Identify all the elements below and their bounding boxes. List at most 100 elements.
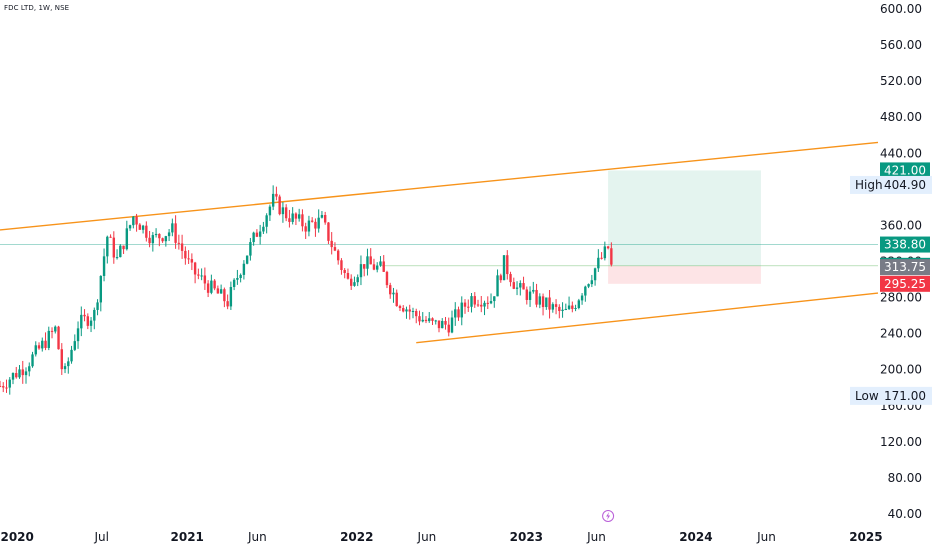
candle-body	[567, 305, 571, 309]
candle-body	[37, 345, 41, 349]
candle-body	[561, 309, 564, 312]
candle-body	[184, 250, 187, 259]
candle-body	[89, 320, 93, 326]
candle-body	[434, 320, 437, 322]
y-tick-label: 600.00	[880, 2, 922, 16]
candle-body	[421, 319, 424, 322]
candle-body	[31, 354, 34, 367]
candle-body	[206, 283, 210, 293]
candle-body	[187, 258, 190, 260]
candle-body	[457, 309, 460, 318]
candle-body	[252, 232, 255, 243]
high-label-box	[850, 175, 932, 194]
candle-body	[226, 301, 229, 307]
high-label-text: High	[855, 178, 883, 192]
y-tick-label: 200.00	[880, 363, 922, 377]
candle-body	[441, 320, 444, 329]
candle-body	[558, 306, 561, 312]
candle-body	[102, 256, 106, 276]
candle-body	[463, 302, 467, 307]
candle-body	[76, 328, 80, 342]
symbol-title: FDC LTD, 1W, NSE	[4, 4, 69, 12]
candle-body	[522, 283, 525, 290]
candle-body	[450, 317, 454, 333]
candle-body	[418, 316, 421, 322]
price-badge-label: 338.80	[884, 238, 926, 252]
candle-body	[590, 280, 594, 285]
candle-body	[402, 308, 405, 312]
candle-body	[515, 287, 519, 289]
candle-body	[405, 309, 408, 312]
candle-body	[350, 278, 353, 286]
candle-body	[0, 385, 2, 387]
candle-body	[239, 274, 242, 278]
candle-body	[340, 260, 343, 271]
candle-body	[24, 371, 28, 376]
candle-body	[41, 340, 44, 349]
candle-body	[249, 242, 252, 256]
candle-body	[330, 240, 333, 248]
candle-body	[141, 225, 145, 230]
candle-body	[262, 226, 265, 232]
candle-body	[291, 213, 294, 222]
candle-body	[138, 224, 142, 230]
candle-body	[288, 218, 291, 222]
candle-body	[327, 222, 330, 241]
candle-body	[564, 308, 568, 310]
y-tick-label: 80.00	[888, 471, 922, 485]
candle-body	[200, 275, 203, 277]
candle-body	[80, 314, 83, 329]
candle-body	[83, 314, 86, 317]
x-tick-label: 2021	[171, 530, 204, 544]
candle-body	[232, 279, 236, 287]
candle-body	[489, 301, 493, 304]
candle-body	[115, 257, 119, 259]
candle-body	[363, 264, 366, 269]
candle-body	[333, 247, 337, 251]
candle-body	[535, 289, 538, 305]
candle-body	[135, 216, 138, 225]
candle-body	[190, 259, 194, 263]
x-tick-label: 2022	[340, 530, 373, 544]
candle-body	[554, 304, 558, 307]
candle-body	[2, 386, 5, 388]
candle-body	[431, 318, 434, 321]
candle-body	[574, 308, 577, 310]
candle-body	[473, 296, 476, 305]
candle-body	[11, 373, 15, 380]
candle-body	[122, 245, 125, 250]
candle-body	[275, 193, 278, 197]
candle-body	[119, 245, 122, 258]
x-tick-label: 2024	[679, 530, 712, 544]
candle-body	[496, 275, 499, 297]
candle-body	[470, 296, 473, 307]
channel-lower-line	[416, 292, 879, 344]
candle-body	[437, 320, 441, 329]
price-badge	[880, 236, 930, 253]
candle-body	[597, 257, 600, 269]
symbol-exchange: NSE	[54, 4, 70, 12]
candle-body	[366, 256, 369, 269]
candle-body	[603, 246, 607, 259]
candle-body	[281, 207, 285, 215]
candle-body	[44, 340, 47, 348]
candle-body	[385, 271, 389, 286]
price-badge	[880, 162, 930, 179]
candle-body	[177, 242, 181, 244]
candle-body	[415, 311, 418, 317]
candle-body	[483, 302, 486, 307]
candle-body	[28, 366, 31, 372]
candle-body	[219, 289, 223, 294]
candle-body	[271, 193, 275, 207]
candle-body	[411, 311, 415, 313]
price-badge	[880, 259, 930, 276]
low-label-value: 171.00	[884, 389, 926, 403]
candle-body	[424, 319, 428, 322]
y-tick-label: 440.00	[880, 146, 922, 160]
y-tick-label: 560.00	[880, 38, 922, 52]
candle-body	[93, 309, 96, 321]
candle-body	[245, 255, 249, 264]
candle-body	[545, 297, 548, 308]
